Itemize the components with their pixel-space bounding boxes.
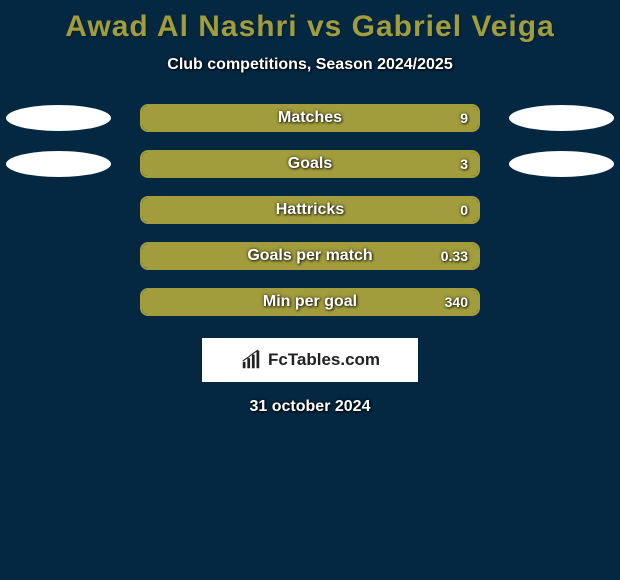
stat-label: Goals per match	[142, 247, 478, 265]
logo-box: FcTables.com	[202, 338, 418, 382]
stat-row: Min per goal340	[0, 288, 620, 316]
player-left-marker	[6, 151, 111, 177]
stat-bar: Hattricks0	[140, 196, 480, 224]
stats-rows: Matches9Goals3Hattricks0Goals per match0…	[0, 104, 620, 316]
player-right-marker	[509, 105, 614, 131]
date-line: 31 october 2024	[0, 398, 620, 416]
stat-value-right: 340	[445, 294, 468, 310]
stat-bar: Goals3	[140, 150, 480, 178]
logo-text: FcTables.com	[268, 350, 380, 370]
stat-label: Matches	[142, 109, 478, 127]
stat-label: Goals	[142, 155, 478, 173]
stat-bar: Min per goal340	[140, 288, 480, 316]
stat-row: Hattricks0	[0, 196, 620, 224]
stat-value-right: 0.33	[441, 248, 468, 264]
stat-value-right: 3	[460, 156, 468, 172]
stat-bar: Matches9	[140, 104, 480, 132]
stat-bar: Goals per match0.33	[140, 242, 480, 270]
stat-label: Min per goal	[142, 293, 478, 311]
stat-row: Matches9	[0, 104, 620, 132]
stat-row: Goals3	[0, 150, 620, 178]
stat-label: Hattricks	[142, 201, 478, 219]
player-left-marker	[6, 105, 111, 131]
comparison-infographic: Awad Al Nashri vs Gabriel Veiga Club com…	[0, 0, 620, 580]
subtitle: Club competitions, Season 2024/2025	[0, 56, 620, 74]
page-title: Awad Al Nashri vs Gabriel Veiga	[0, 10, 620, 44]
stat-value-right: 0	[460, 202, 468, 218]
stat-row: Goals per match0.33	[0, 242, 620, 270]
player-right-marker	[509, 151, 614, 177]
stat-value-right: 9	[460, 110, 468, 126]
barchart-icon	[240, 349, 262, 371]
